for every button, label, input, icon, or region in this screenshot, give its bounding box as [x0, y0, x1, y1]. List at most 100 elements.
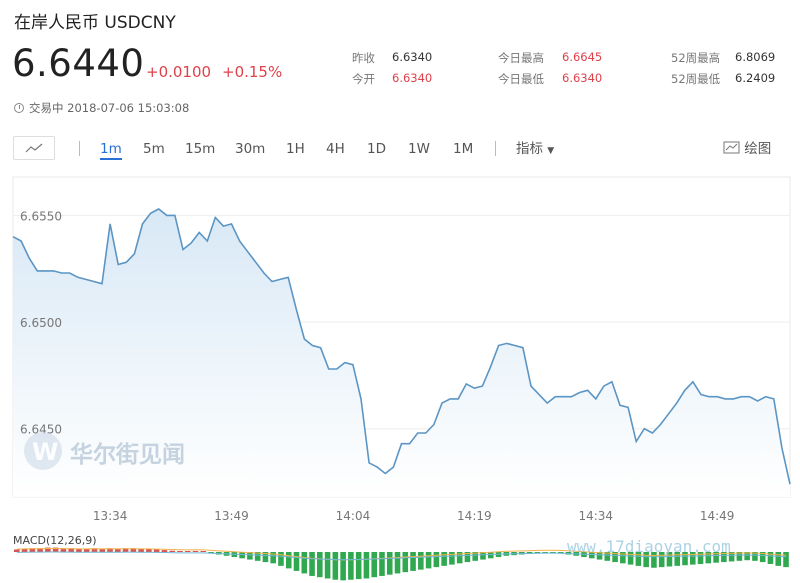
interval-1mo[interactable]: 1M: [453, 141, 474, 157]
macd-bar: [487, 552, 494, 559]
interval-1m[interactable]: 1m: [100, 136, 122, 160]
macd-label: MACD(12,26,9): [13, 534, 97, 547]
macd-bar: [456, 552, 463, 564]
macd-bar: [588, 552, 595, 559]
price-area: [13, 209, 790, 497]
interval-1d[interactable]: 1D: [367, 141, 386, 157]
price-line: [12, 208, 791, 485]
macd-bar: [480, 552, 486, 560]
macd-bar: [783, 552, 789, 568]
macd-bar: [115, 548, 121, 552]
macd-bar: [254, 552, 261, 561]
macd-bar: [52, 547, 59, 552]
macd-bar: [697, 552, 704, 564]
stat-open-value: 6.6340: [392, 71, 433, 85]
stat-52w-low-label: 52周最低: [671, 72, 721, 86]
x-tick-label: 14:34: [578, 509, 613, 523]
macd-bar: [161, 550, 168, 552]
macd-bar: [713, 552, 719, 563]
macd-bar: [386, 552, 393, 575]
macd-bar: [472, 552, 478, 561]
macd-bar: [107, 548, 113, 552]
macd-bar: [60, 548, 67, 552]
x-tick-label: 13:34: [93, 509, 128, 523]
interval-1w[interactable]: 1W: [408, 141, 430, 157]
interval-15m[interactable]: 15m: [185, 141, 216, 157]
macd-bar: [301, 552, 308, 574]
interval-1h[interactable]: 1H: [286, 141, 305, 157]
stat-day-low-value: 6.6340: [562, 71, 603, 85]
macd-bar: [278, 552, 284, 566]
macd-bar: [433, 552, 440, 568]
macd-bar: [270, 552, 276, 564]
macd-bar: [550, 552, 556, 553]
stat-52w-high-value: 6.8069: [735, 50, 776, 64]
macd-bar: [620, 552, 626, 564]
macd-bar: [534, 552, 541, 554]
macd-bar: [418, 552, 424, 570]
stat-52w-low-value: 6.2409: [735, 71, 776, 85]
y-tick-label: 6.6450: [20, 423, 62, 437]
macd-bar: [192, 551, 199, 552]
macd-bar: [721, 552, 727, 563]
macd-bar: [37, 548, 43, 552]
y-tick-label: 6.6500: [20, 316, 62, 330]
indicator-label: 指标: [516, 141, 543, 157]
macd-bar: [130, 548, 137, 552]
macd-bar: [355, 552, 362, 580]
macd-bar: [99, 548, 106, 552]
site-watermark: www.17diaoyan.com: [567, 537, 731, 556]
macd-bar: [262, 552, 269, 563]
macd-bar: [293, 552, 300, 571]
macd-bar: [309, 552, 315, 576]
x-tick-label: 14:04: [336, 509, 371, 523]
stat-52w-high-label: 52周最高: [671, 51, 721, 65]
draw-button[interactable]: 绘图: [723, 136, 771, 162]
macd-bar: [604, 552, 611, 561]
stat-prev-close-value: 6.6340: [392, 50, 433, 64]
macd-bar: [651, 552, 657, 568]
stat-day-high-value: 6.6645: [562, 50, 603, 64]
macd-bar: [542, 552, 548, 553]
x-tick-label: 14:19: [457, 509, 492, 523]
trading-status: 交易中 2018-07-06 15:03:08: [14, 100, 189, 116]
macd-dea-line: [16, 551, 787, 561]
y-tick-label: 6.6550: [20, 209, 62, 223]
macd-bar: [177, 551, 183, 552]
macd-bar: [14, 549, 20, 552]
macd-bar: [682, 552, 688, 566]
macd-bar: [76, 548, 82, 552]
stat-prev-close-label: 昨收: [352, 51, 375, 65]
chart-toolbar: 1m 5m 15m 30m 1H 4H 1D 1W 1M 指标 ▼ 绘图: [13, 136, 788, 162]
caret-down-icon: ▼: [547, 146, 555, 156]
macd-bar: [744, 552, 750, 561]
macd-bar: [674, 552, 681, 566]
chart-type-button[interactable]: [13, 136, 55, 160]
macd-bar: [759, 552, 766, 563]
macd-bar: [239, 552, 245, 559]
macd-bar: [643, 552, 649, 568]
interval-5m[interactable]: 5m: [143, 141, 165, 157]
draw-chart-icon: [723, 141, 740, 154]
toolbar-divider: [79, 141, 80, 156]
interval-30m[interactable]: 30m: [235, 141, 266, 157]
macd-bar: [612, 552, 618, 563]
macd-bar: [689, 552, 696, 565]
macd-bar: [285, 552, 292, 569]
interval-4h[interactable]: 4H: [326, 141, 345, 157]
instrument-title: 在岸人民币 USDCNY: [14, 13, 176, 33]
macd-bar: [317, 552, 323, 578]
macd-bar: [200, 551, 207, 552]
macd-bar: [68, 548, 74, 552]
indicator-dropdown[interactable]: 指标 ▼: [516, 136, 554, 162]
macd-bar: [169, 550, 175, 552]
macd-bar: [348, 552, 354, 580]
macd-bar: [394, 552, 401, 574]
x-tick-label: 14:49: [700, 509, 735, 523]
draw-label: 绘图: [744, 141, 772, 157]
macd-bar: [658, 552, 665, 568]
macd-bar: [425, 552, 432, 569]
macd-bar: [728, 552, 735, 562]
macd-bar: [402, 552, 409, 573]
